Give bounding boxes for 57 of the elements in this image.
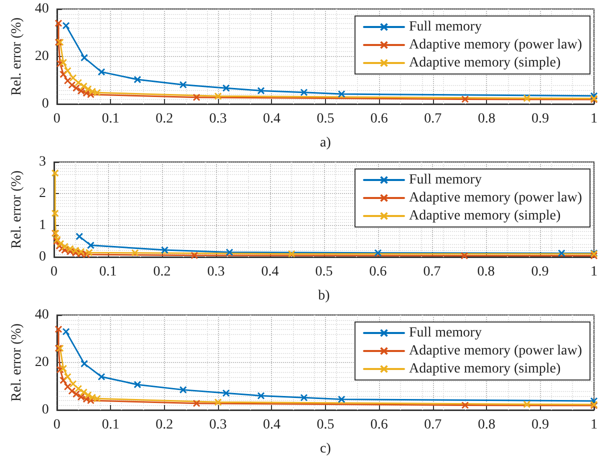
- y-tick-label: 0: [39, 250, 46, 264]
- x-tick-label: 0.1: [102, 418, 120, 432]
- x-tick-label: 0.8: [478, 112, 496, 126]
- y-tick-label: 40: [34, 2, 49, 16]
- y-tick-label: 40: [34, 308, 49, 322]
- x-tick-label: 0.3: [207, 264, 225, 280]
- x-tick-label: 0.1: [99, 264, 117, 280]
- x-tick-label: 0.7: [424, 418, 442, 432]
- x-tick-label: 0.2: [156, 112, 174, 126]
- x-tick-label: 0.7: [423, 264, 441, 280]
- legend-label: Adaptive memory (power law): [409, 38, 582, 52]
- x-tick-label: 0.9: [532, 112, 550, 126]
- legend-label: Adaptive memory (simple): [409, 56, 561, 70]
- y-tick-label: 20: [34, 355, 49, 370]
- x-tick-label: 0.2: [156, 418, 174, 432]
- y-axis-title: Rel. error (%): [10, 170, 24, 249]
- x-axis-title: c): [320, 442, 332, 456]
- x-tick-label: 0.2: [153, 264, 171, 280]
- x-tick-label: 0.1: [102, 112, 120, 126]
- legend-label: Adaptive memory (simple): [409, 362, 561, 376]
- x-tick-label: 0.3: [209, 418, 227, 432]
- legend-label: Full memory: [409, 326, 482, 340]
- y-tick-label: 20: [34, 49, 49, 64]
- y-tick-label: 3: [39, 154, 46, 170]
- x-tick-label: 0.6: [370, 112, 388, 126]
- x-tick-label: 1: [590, 418, 598, 432]
- x-tick-label: 0.5: [316, 418, 334, 432]
- legend-label: Full memory: [409, 20, 482, 34]
- x-tick-label: 0.7: [424, 112, 442, 126]
- x-tick-label: 0.5: [315, 264, 333, 280]
- legend-label: Adaptive memory (power law): [409, 190, 582, 206]
- legend-label: Adaptive memory (simple): [409, 208, 561, 224]
- x-tick-label: 0: [53, 418, 60, 432]
- x-tick-label: 0.9: [531, 264, 549, 280]
- x-tick-label: 0.9: [532, 418, 550, 432]
- x-tick-label: 1: [590, 112, 598, 126]
- y-tick-label: 0: [42, 96, 49, 112]
- x-tick-label: 0.5: [316, 112, 334, 126]
- y-axis-title: Rel. error (%): [10, 323, 24, 402]
- x-tick-label: 0.6: [370, 418, 388, 432]
- x-tick-label: 0.4: [262, 112, 280, 126]
- x-axis-title: a): [320, 136, 332, 150]
- legend-label: Full memory: [409, 172, 482, 188]
- x-tick-label: 0.8: [477, 264, 495, 280]
- y-tick-label: 1: [39, 218, 46, 233]
- x-tick-label: 0.4: [262, 418, 280, 432]
- y-tick-label: 2: [39, 186, 46, 202]
- legend-label: Adaptive memory (power law): [409, 344, 582, 358]
- x-tick-label: 0: [53, 112, 60, 126]
- x-tick-label: 0.3: [209, 112, 227, 126]
- x-axis-title: b): [318, 288, 330, 304]
- x-tick-label: 0.6: [369, 264, 387, 280]
- y-tick-label: 0: [42, 402, 49, 418]
- x-tick-label: 0.4: [261, 264, 279, 280]
- y-axis-title: Rel. error (%): [10, 17, 24, 96]
- x-tick-label: 0.8: [478, 418, 496, 432]
- x-tick-label: 1: [590, 264, 598, 280]
